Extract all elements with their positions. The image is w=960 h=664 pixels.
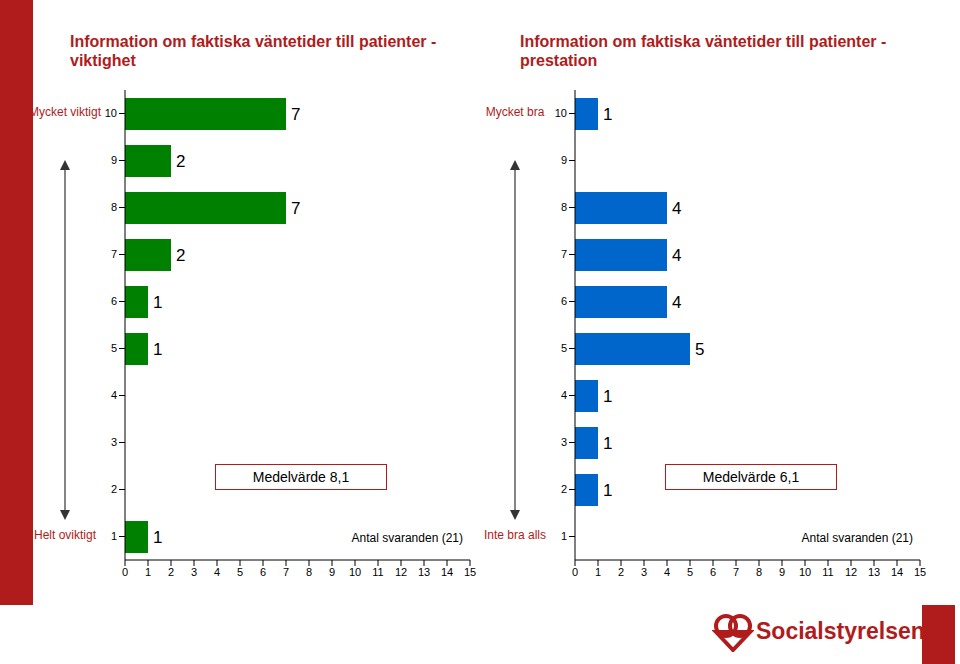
svg-text:13: 13 (868, 566, 880, 578)
svg-text:1: 1 (561, 530, 567, 542)
svg-text:9: 9 (329, 566, 335, 578)
svg-text:1: 1 (603, 434, 612, 453)
svg-text:4: 4 (214, 566, 220, 578)
svg-text:1: 1 (603, 481, 612, 500)
svg-text:4: 4 (672, 246, 681, 265)
html-text:Inte bra alls: Inte bra alls (484, 528, 546, 542)
svg-text:14: 14 (441, 566, 453, 578)
svg-text:6: 6 (260, 566, 266, 578)
svg-text:15: 15 (464, 566, 476, 578)
svg-text:1: 1 (145, 566, 151, 578)
html-text:Information om faktiska väntet: Information om faktiska väntetider till … (520, 33, 887, 69)
svg-text:9: 9 (561, 154, 567, 166)
svg-text:5: 5 (111, 342, 117, 354)
svg-text:12: 12 (395, 566, 407, 578)
svg-text:12: 12 (845, 566, 857, 578)
html-text:Antal svaranden (21): Antal svaranden (21) (351, 531, 463, 545)
svg-text:1: 1 (603, 387, 612, 406)
svg-text:2: 2 (176, 152, 185, 171)
svg-text:1: 1 (153, 293, 162, 312)
svg-text:6: 6 (561, 295, 567, 307)
html-text:Mycket bra: Mycket bra (485, 105, 545, 119)
svg-text:14: 14 (891, 566, 903, 578)
svg-text:4: 4 (672, 199, 681, 218)
svg-text:2: 2 (168, 566, 174, 578)
svg-text:2: 2 (561, 483, 567, 495)
svg-text:7: 7 (291, 105, 300, 124)
svg-text:2: 2 (111, 483, 117, 495)
svg-text:13: 13 (418, 566, 430, 578)
svg-text:8: 8 (561, 201, 567, 213)
svg-text:1: 1 (153, 528, 162, 547)
svg-text:10: 10 (799, 566, 811, 578)
svg-text:7: 7 (291, 199, 300, 218)
svg-text:4: 4 (111, 389, 117, 401)
svg-text:5: 5 (237, 566, 243, 578)
svg-text:2: 2 (176, 246, 185, 265)
svg-text:3: 3 (191, 566, 197, 578)
svg-text:4: 4 (561, 389, 567, 401)
svg-text:7: 7 (111, 248, 117, 260)
html-text:Antal svaranden (21): Antal svaranden (21) (801, 531, 913, 545)
svg-text:1: 1 (603, 105, 612, 124)
svg-text:8: 8 (756, 566, 762, 578)
html-text:Information om faktiska väntet: Information om faktiska väntetider till … (70, 33, 437, 69)
svg-text:7: 7 (283, 566, 289, 578)
html-text:Medelvärde 6,1: Medelvärde 6,1 (702, 469, 800, 485)
svg-text:1: 1 (595, 566, 601, 578)
html-text:Socialstyrelsen: Socialstyrelsen (756, 618, 925, 644)
svg-text:1: 1 (153, 340, 162, 359)
svg-text:4: 4 (672, 293, 681, 312)
svg-text:9: 9 (779, 566, 785, 578)
svg-text:10: 10 (555, 107, 567, 119)
svg-text:6: 6 (710, 566, 716, 578)
svg-text:0: 0 (122, 566, 128, 578)
svg-text:5: 5 (561, 342, 567, 354)
svg-text:7: 7 (733, 566, 739, 578)
svg-text:5: 5 (695, 340, 704, 359)
svg-text:9: 9 (111, 154, 117, 166)
svg-text:4: 4 (664, 566, 670, 578)
svg-text:6: 6 (111, 295, 117, 307)
svg-text:5: 5 (687, 566, 693, 578)
svg-text:11: 11 (372, 566, 383, 578)
svg-text:11: 11 (822, 566, 833, 578)
svg-text:1: 1 (111, 530, 117, 542)
svg-text:3: 3 (111, 436, 117, 448)
svg-text:0: 0 (572, 566, 578, 578)
svg-text:10: 10 (349, 566, 361, 578)
svg-text:3: 3 (561, 436, 567, 448)
html-text:Medelvärde 8,1: Medelvärde 8,1 (252, 469, 350, 485)
html-text:Helt oviktigt: Helt oviktigt (34, 528, 96, 542)
html-text:Mycket viktigt: Mycket viktigt (29, 105, 101, 119)
svg-text:10: 10 (105, 107, 117, 119)
svg-text:3: 3 (641, 566, 647, 578)
svg-text:8: 8 (111, 201, 117, 213)
svg-text:7: 7 (561, 248, 567, 260)
svg-text:8: 8 (306, 566, 312, 578)
svg-text:15: 15 (914, 566, 926, 578)
svg-text:2: 2 (618, 566, 624, 578)
